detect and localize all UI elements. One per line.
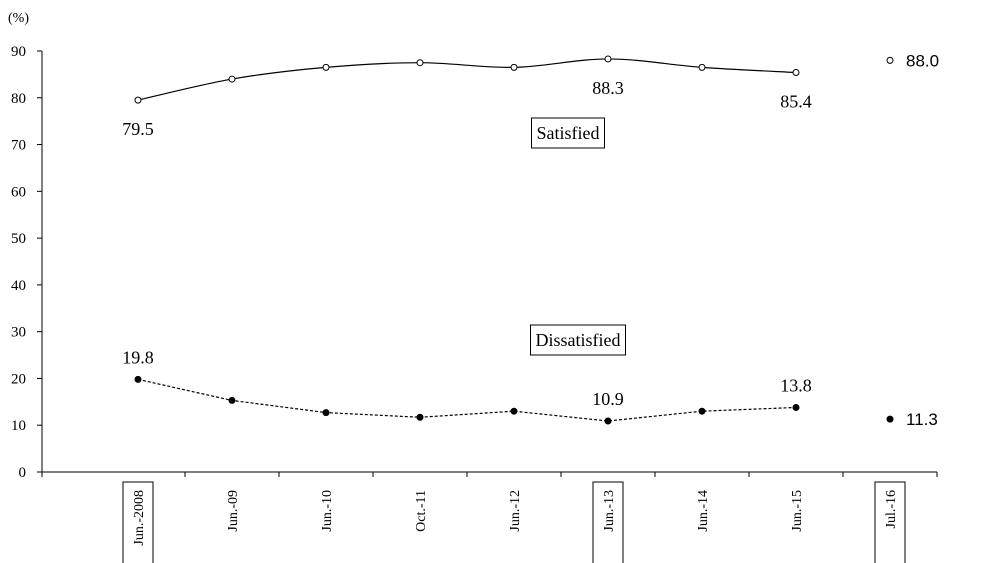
x-tick-label-jun-10: Jun.-10	[320, 490, 335, 532]
x-tick-label-jun-13: Jun.-13	[602, 490, 617, 532]
data-point-dissatisfied-jun-10	[322, 409, 330, 417]
data-label-satisfied-jun-2008: 79.5	[122, 119, 154, 139]
data-label-dissatisfied-jun-13: 10.9	[592, 389, 624, 409]
x-tick-label-jun-14: Jun.-14	[696, 490, 711, 532]
x-tick-label-jul-16: Jul.-16	[884, 490, 899, 529]
data-point-satisfied-jul-16	[886, 56, 894, 64]
y-tick-label: 50	[11, 231, 26, 247]
series-label-box-satisfied	[531, 117, 605, 149]
data-point-dissatisfied-oct-11	[416, 413, 424, 421]
y-tick-label: 80	[11, 91, 26, 107]
data-label-dissatisfied-jul-16: 11.3	[906, 410, 938, 429]
data-point-satisfied-jun-09	[228, 75, 236, 83]
data-point-satisfied-jun-2008	[134, 96, 142, 104]
y-tick-label: 40	[11, 278, 26, 294]
data-label-dissatisfied-jun-2008: 19.8	[122, 347, 154, 367]
y-tick-label: 30	[11, 325, 26, 341]
data-point-dissatisfied-jun-15	[792, 403, 800, 411]
x-tick-label-box	[122, 481, 154, 563]
x-tick-label-jun-09: Jun.-09	[226, 490, 241, 532]
x-tick-label-jun-15: Jun.-15	[790, 490, 805, 532]
series-label-box-dissatisfied	[530, 324, 626, 356]
data-point-dissatisfied-jun-12	[510, 407, 518, 415]
series-legend-labels: Satisfied Dissatisfied	[530, 117, 626, 356]
y-tick-label: 70	[11, 138, 26, 154]
y-tick-label: 10	[11, 418, 26, 434]
x-axis-ticks: Jun.-2008 Jun.-09 Jun.-10 Oct.-11 Jun.-12 Jun…	[41, 472, 938, 563]
series-label-satisfied: Satisfied	[537, 123, 600, 143]
data-point-dissatisfied-jul-16	[886, 415, 894, 423]
data-point-dissatisfied-jun-13	[604, 417, 612, 425]
data-label-dissatisfied-jun-15: 13.8	[780, 375, 812, 395]
x-tick-label-box	[592, 481, 624, 563]
data-point-satisfied-jun-15	[792, 69, 800, 77]
x-tick-label-jun-12: Jun.-12	[508, 490, 523, 532]
y-tick-label: 90	[11, 44, 26, 60]
data-label-satisfied-jul-16: 88.0	[906, 51, 939, 70]
data-point-satisfied-jun-14	[698, 63, 706, 71]
y-tick-label: 20	[11, 371, 26, 387]
y-tick-label: 0	[19, 465, 27, 481]
x-tick-label-box	[874, 481, 906, 563]
data-point-satisfied-jun-10	[322, 63, 330, 71]
data-labels: 79.5 88.3 85.4 88.0 19.8 10.9 13.8 11.3	[122, 51, 939, 429]
data-point-satisfied-jun-13	[604, 55, 612, 63]
data-point-satisfied-jun-12	[510, 63, 518, 71]
data-point-dissatisfied-jun-09	[228, 396, 236, 404]
x-tick-label-jun-2008: Jun.-2008	[132, 490, 147, 546]
axes: (%)	[8, 11, 937, 473]
y-tick-label: 60	[11, 184, 26, 200]
series-label-dissatisfied: Dissatisfied	[536, 330, 621, 350]
x-tick-label-oct-11: Oct.-11	[414, 490, 429, 532]
series-points	[134, 55, 894, 425]
series-line-dissatisfied	[137, 378, 797, 422]
data-label-satisfied-jun-13: 88.3	[592, 78, 624, 98]
data-point-satisfied-oct-11	[416, 59, 424, 67]
data-label-satisfied-jun-15: 85.4	[780, 92, 812, 112]
y-axis-unit-label: (%)	[8, 11, 29, 26]
y-axis-ticks: 0 10 20 30 40 50 60 70 80 90	[11, 44, 42, 481]
series-line-satisfied	[137, 58, 797, 101]
data-point-dissatisfied-jun-14	[698, 407, 706, 415]
data-point-dissatisfied-jun-2008	[134, 375, 142, 383]
series-lines	[137, 58, 797, 422]
